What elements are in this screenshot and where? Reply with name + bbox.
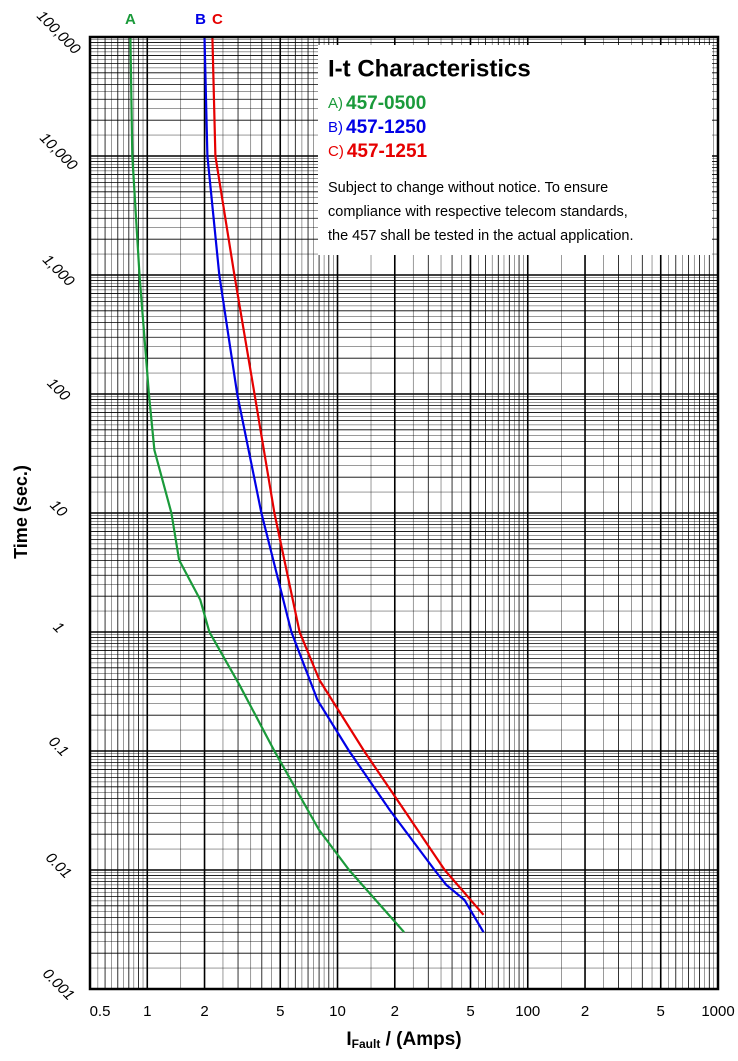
- y-tick-label: 0.1: [45, 733, 72, 760]
- x-tick-label: 10: [329, 1003, 346, 1020]
- legend-prefix: B): [328, 119, 343, 136]
- legend-title: I-t Characteristics: [328, 55, 531, 82]
- x-axis-title: IFault / (Amps): [346, 1029, 461, 1051]
- y-tick-label: 1: [49, 619, 67, 637]
- curves: [129, 36, 485, 933]
- x-tick-label: 5: [657, 1003, 665, 1020]
- legend-prefix: A): [328, 95, 343, 112]
- y-axis-title: Time (sec.): [11, 465, 31, 559]
- x-axis-title-rest: / (Amps): [380, 1029, 461, 1050]
- legend-entry: B) 457-1250: [328, 117, 426, 138]
- x-tick-label: 100: [515, 1003, 540, 1020]
- series-letter: A: [125, 11, 136, 28]
- y-tick-label: 10,000: [36, 129, 81, 174]
- y-tick-label: 0.01: [42, 849, 75, 882]
- series-line: [211, 36, 485, 916]
- x-tick-label: 0.5: [90, 1003, 111, 1020]
- series-letter: B: [195, 11, 206, 28]
- x-tick-label: 2: [200, 1003, 208, 1020]
- y-tick-label: 100,000: [33, 7, 84, 58]
- legend-note: Subject to change without notice. To ens…: [328, 180, 608, 196]
- x-axis-title-main: I: [346, 1029, 351, 1050]
- x-axis-title-sub: Fault: [352, 1037, 381, 1051]
- series-line: [129, 36, 405, 933]
- legend-note: compliance with respective telecom stand…: [328, 204, 628, 220]
- series-line: [203, 36, 485, 933]
- legend-entry: C) 457-1251: [328, 141, 428, 162]
- x-tick-label: 5: [276, 1003, 284, 1020]
- x-tick-label: 1000: [701, 1003, 734, 1020]
- legend-name: 457-0500: [346, 93, 426, 114]
- legend-prefix: C): [328, 143, 344, 160]
- legend-box: [318, 45, 712, 255]
- x-tick-label: 1: [143, 1003, 151, 1020]
- x-tick-label: 2: [391, 1003, 399, 1020]
- x-tick-label: 5: [466, 1003, 474, 1020]
- y-tick-label: 10: [46, 497, 70, 521]
- legend-name: 457-1251: [347, 141, 428, 162]
- y-tick-label: 0.001: [39, 965, 78, 1004]
- x-tick-label: 2: [581, 1003, 589, 1020]
- y-tick-label: 1,000: [39, 251, 78, 290]
- y-tick-label: 100: [44, 375, 74, 405]
- legend-note: the 457 shall be tested in the actual ap…: [328, 228, 634, 244]
- plot-frame: [88, 35, 720, 991]
- legend-entry: A) 457-0500: [328, 93, 426, 114]
- legend-name: 457-1250: [346, 117, 426, 138]
- series-letter: C: [212, 11, 223, 28]
